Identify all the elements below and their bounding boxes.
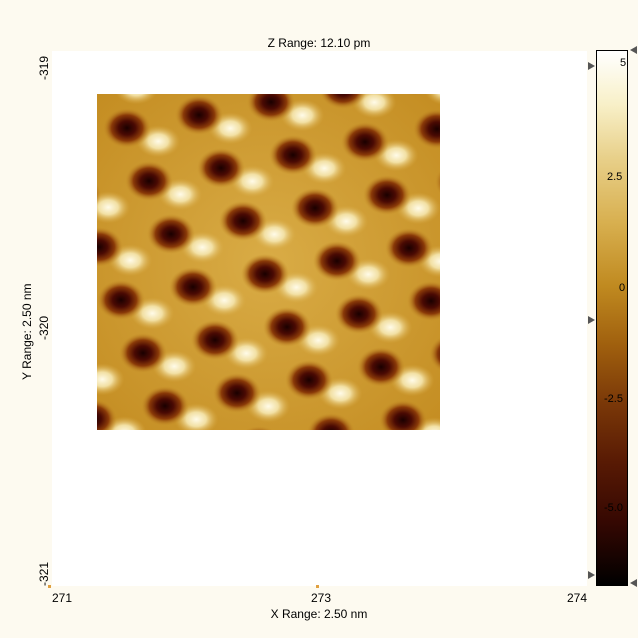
lattice-pit [357, 347, 405, 387]
lattice-pit [313, 241, 361, 281]
y-tick-bottom: -321 [37, 561, 51, 586]
lattice-pit [213, 373, 261, 413]
lattice-pit [269, 135, 317, 175]
lattice-pit [285, 360, 333, 400]
lattice-bump [425, 94, 440, 105]
lattice-pit [385, 228, 433, 268]
color-scale-bar[interactable] [596, 50, 628, 586]
lattice-pit [141, 386, 189, 426]
lattice-pit [197, 148, 245, 188]
lattice-pit [169, 267, 217, 307]
lattice-pit [244, 426, 274, 430]
colorbar-label-2-5: 2.5 [607, 171, 623, 183]
colorbar-min-marker[interactable] [630, 579, 637, 587]
lattice-pit [429, 337, 440, 371]
middle-range-marker[interactable] [588, 316, 595, 324]
lattice-pit [219, 201, 267, 241]
colorbar-max-marker[interactable] [630, 46, 637, 54]
lattice-pit [247, 94, 295, 122]
lattice-pit [97, 182, 101, 206]
colorbar-label-0: 0 [619, 282, 626, 294]
lattice-pit [407, 281, 440, 321]
y-tick-top: -319 [37, 55, 51, 80]
y-range-label: Y Range: 2.50 nm [20, 283, 34, 380]
x-origin-tick [48, 585, 51, 588]
lattice-pit [319, 94, 367, 109]
x-middle-tick [316, 585, 319, 588]
y-tick-middle: -320 [37, 315, 51, 340]
lattice-pit [147, 214, 195, 254]
x-tick-left: 271 [52, 591, 73, 605]
top-range-marker[interactable] [588, 62, 595, 70]
lattice-pit [341, 122, 389, 162]
lattice-pit [435, 169, 440, 195]
x-tick-middle: 273 [311, 591, 332, 605]
bottom-range-marker[interactable] [588, 571, 595, 579]
lattice-pit [291, 188, 339, 228]
lattice-bump [352, 94, 397, 119]
colorbar-label-minus-2-5: -2.5 [604, 393, 623, 405]
lattice-pit [363, 175, 411, 215]
z-range-label: Z Range: 12.10 pm [267, 36, 371, 50]
lattice-pattern [97, 94, 440, 430]
lattice-pit [97, 227, 123, 267]
lattice-pit [97, 280, 145, 320]
lattice-pit [103, 108, 151, 148]
lattice-bump [97, 191, 131, 224]
lattice-bump [115, 94, 157, 105]
lattice-pit [125, 161, 173, 201]
colorbar-label-minus-5: -5.0 [604, 502, 623, 514]
lattice-pit [307, 413, 355, 430]
lattice-pit [379, 400, 427, 430]
lattice-pit [119, 333, 167, 373]
lattice-pit [335, 294, 383, 334]
lattice-bump [97, 363, 125, 396]
lattice-pit [404, 94, 426, 96]
afm-image[interactable] [97, 94, 440, 430]
lattice-pit [241, 254, 289, 294]
x-range-label: X Range: 2.50 nm [270, 607, 368, 621]
x-tick-right: 274 [567, 591, 588, 605]
lattice-pit [263, 307, 311, 347]
lattice-pit [175, 95, 223, 135]
lattice-pit [413, 109, 440, 149]
lattice-pit [97, 94, 113, 95]
lattice-pit [191, 320, 239, 360]
colorbar-label-5: 5 [620, 57, 627, 69]
lattice-pit [97, 399, 117, 430]
